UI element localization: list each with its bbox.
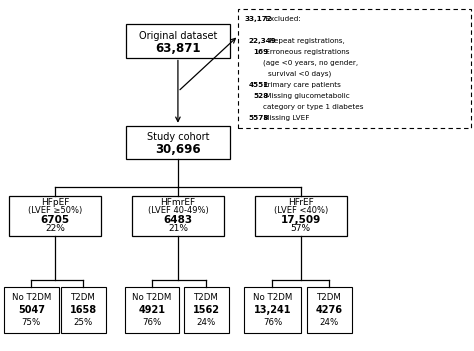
Text: 24%: 24% [197, 318, 216, 327]
Text: 76%: 76% [142, 318, 162, 327]
Text: 33,172: 33,172 [244, 16, 272, 22]
Text: 4551: 4551 [249, 82, 269, 88]
Text: HFmrEF: HFmrEF [160, 198, 195, 206]
Text: 1562: 1562 [193, 305, 220, 315]
Text: 6705: 6705 [40, 215, 70, 225]
Text: 21%: 21% [168, 225, 188, 233]
Text: No T2DM: No T2DM [132, 293, 172, 302]
Text: 22,349: 22,349 [249, 38, 277, 44]
Text: (LVEF <40%): (LVEF <40%) [273, 206, 328, 214]
Bar [184, 287, 229, 333]
Bar [4, 287, 59, 333]
Text: Missing LVEF: Missing LVEF [261, 115, 310, 121]
Text: HFrEF: HFrEF [288, 198, 314, 206]
Text: 17,509: 17,509 [281, 215, 321, 225]
Text: T2DM: T2DM [194, 293, 219, 302]
Text: 76%: 76% [263, 318, 282, 327]
Text: 75%: 75% [22, 318, 41, 327]
Bar [126, 126, 230, 159]
Text: 169: 169 [254, 49, 269, 55]
Text: Primary care patients: Primary care patients [261, 82, 341, 88]
Text: 13,241: 13,241 [254, 305, 291, 315]
Text: 24%: 24% [319, 318, 339, 327]
Text: Original dataset: Original dataset [139, 31, 217, 41]
Text: (LVEF ≥50%): (LVEF ≥50%) [28, 206, 82, 214]
Text: (LVEF 40-49%): (LVEF 40-49%) [147, 206, 208, 214]
Bar [307, 287, 352, 333]
Text: 22%: 22% [45, 225, 65, 233]
Text: 4921: 4921 [138, 305, 165, 315]
Text: 30,696: 30,696 [155, 143, 201, 156]
Text: 25%: 25% [74, 318, 93, 327]
Bar [238, 9, 471, 128]
Text: T2DM: T2DM [71, 293, 96, 302]
Bar [9, 196, 101, 236]
Text: Repeat registrations,: Repeat registrations, [267, 38, 345, 44]
Text: No T2DM: No T2DM [253, 293, 292, 302]
Bar [255, 196, 347, 236]
Text: category or type 1 diabetes: category or type 1 diabetes [263, 104, 364, 110]
Text: survival <0 days): survival <0 days) [268, 71, 331, 77]
Text: Missing glucometabolic: Missing glucometabolic [263, 93, 349, 99]
Text: Study cohort: Study cohort [146, 132, 209, 142]
Bar [61, 287, 106, 333]
Text: 528: 528 [254, 93, 269, 99]
Bar [125, 287, 179, 333]
Bar [244, 287, 301, 333]
Text: No T2DM: No T2DM [12, 293, 51, 302]
Text: 4276: 4276 [316, 305, 343, 315]
Text: 5047: 5047 [18, 305, 45, 315]
Text: Erroneous registrations: Erroneous registrations [263, 49, 349, 55]
Bar [132, 196, 224, 236]
Text: Excluded:: Excluded: [263, 16, 301, 22]
Bar [126, 24, 230, 58]
Text: 1658: 1658 [70, 305, 97, 315]
Text: 63,871: 63,871 [155, 42, 201, 55]
Text: 6483: 6483 [164, 215, 192, 225]
Text: T2DM: T2DM [317, 293, 342, 302]
Text: 5578: 5578 [249, 115, 269, 121]
Text: (age <0 years, no gender,: (age <0 years, no gender, [263, 60, 358, 66]
Text: HFpEF: HFpEF [41, 198, 69, 206]
Text: 57%: 57% [291, 225, 311, 233]
